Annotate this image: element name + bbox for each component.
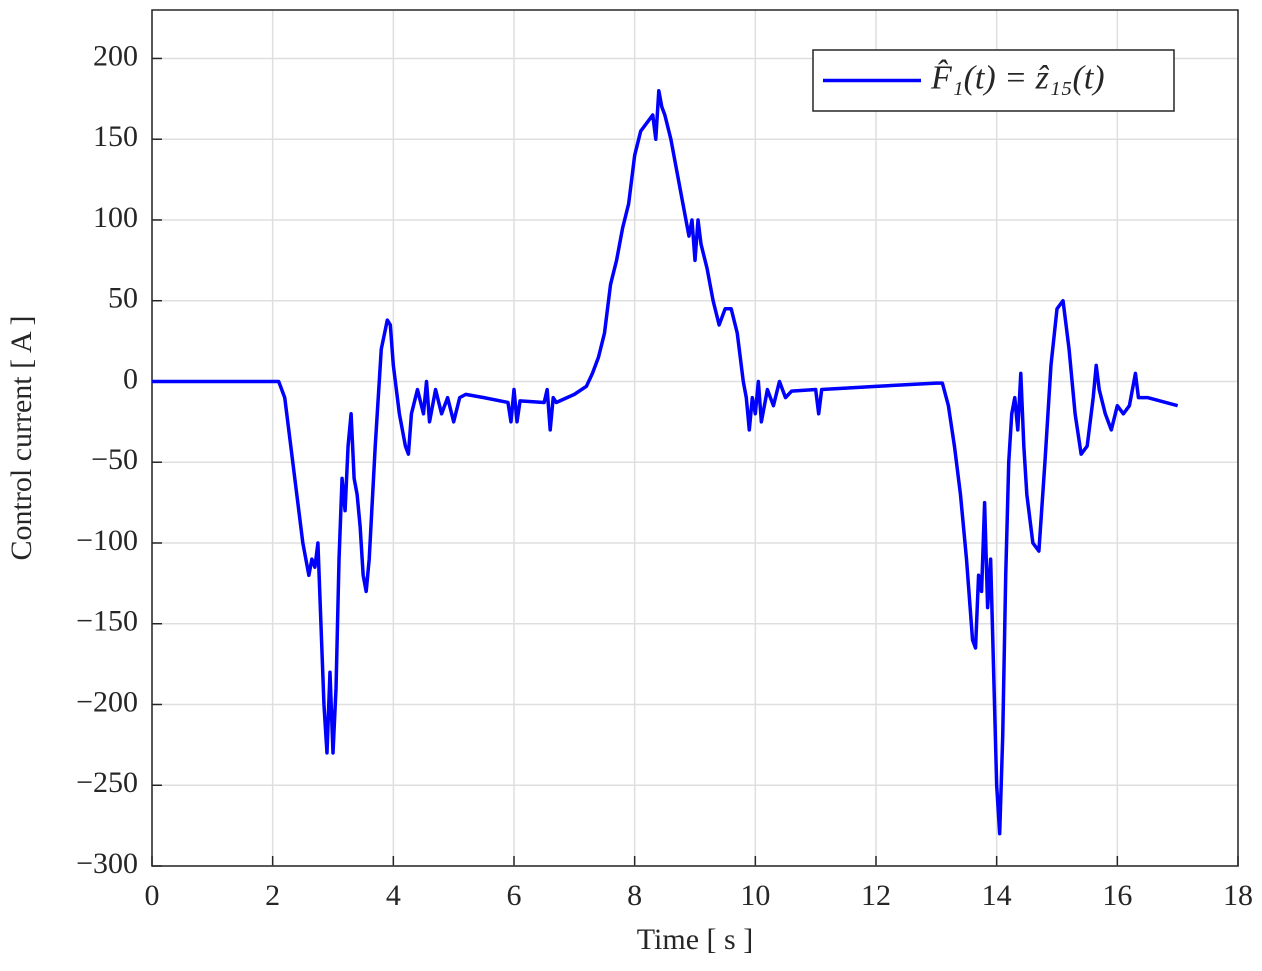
y-tick-label: 150 xyxy=(93,120,138,153)
x-tick-label: 18 xyxy=(1223,879,1253,912)
x-tick-label: 10 xyxy=(740,879,770,912)
axes-box xyxy=(151,9,1239,867)
y-tick-label: −300 xyxy=(76,847,138,880)
x-tick-label: 2 xyxy=(265,879,280,912)
x-axis-label: Time [ s ] xyxy=(637,923,753,956)
y-tick-label: 200 xyxy=(93,39,138,72)
y-tick-label: −250 xyxy=(76,766,138,799)
data-line xyxy=(152,89,1179,836)
y-axis-label: Control current [ A ] xyxy=(5,316,38,561)
legend-label: F̂₁(t) = ẑ₁₅(t) xyxy=(930,59,1105,97)
y-tick-label: −50 xyxy=(91,443,138,476)
y-tick-label: 0 xyxy=(123,362,138,395)
x-tick-label: 16 xyxy=(1102,879,1132,912)
x-tick-label: 14 xyxy=(982,879,1012,912)
plot-area xyxy=(152,10,1238,866)
y-tick-label: 100 xyxy=(93,201,138,234)
x-tick-label: 4 xyxy=(386,879,401,912)
x-tick-label: 0 xyxy=(145,879,160,912)
y-tick-label: 50 xyxy=(108,282,138,315)
y-tick-label: −200 xyxy=(76,685,138,718)
x-tick-label: 12 xyxy=(861,879,891,912)
y-tick-label: −150 xyxy=(76,605,138,638)
x-tick-label: 8 xyxy=(627,879,642,912)
y-tick-label: −100 xyxy=(76,524,138,557)
x-tick-label: 6 xyxy=(507,879,522,912)
